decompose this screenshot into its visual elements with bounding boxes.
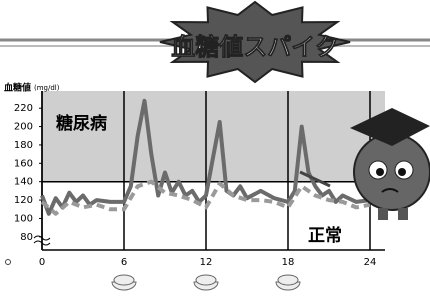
rice-bowls	[112, 275, 300, 290]
rice	[196, 275, 216, 285]
pupil	[398, 168, 406, 176]
x-tick-label: 0	[39, 257, 45, 268]
y-tick-label: 80	[20, 232, 33, 243]
y-tick-label: 180	[14, 140, 33, 151]
annotation: 正常	[308, 225, 342, 246]
bullet	[6, 260, 11, 265]
y-tick-label: 120	[14, 195, 33, 206]
leg	[398, 208, 408, 220]
y-tick-label: 200	[14, 122, 33, 133]
y-tick-label: 100	[14, 213, 33, 224]
y-axis-label: 血糖値	[4, 82, 31, 94]
plot-background	[42, 91, 385, 182]
y-axis-unit: (mg/dl)	[34, 84, 60, 92]
x-tick-label: 18	[282, 257, 295, 268]
pupil	[376, 168, 384, 176]
diabetic-zone	[42, 91, 385, 182]
leg	[378, 208, 388, 220]
y-tick-label: 160	[14, 158, 33, 169]
annotation: 糖尿病	[56, 113, 107, 134]
y-tick-label: 220	[14, 103, 33, 114]
chart-title: 血糖値スパイク	[171, 33, 339, 61]
chart: 8010012014016018020022006121824 血糖値スパイク …	[0, 0, 430, 293]
x-tick-label: 6	[121, 257, 127, 268]
rice	[278, 275, 298, 285]
rice	[114, 275, 134, 285]
y-tick-label: 140	[14, 177, 33, 188]
x-tick-label: 24	[364, 257, 377, 268]
x-tick-label: 12	[200, 257, 213, 268]
